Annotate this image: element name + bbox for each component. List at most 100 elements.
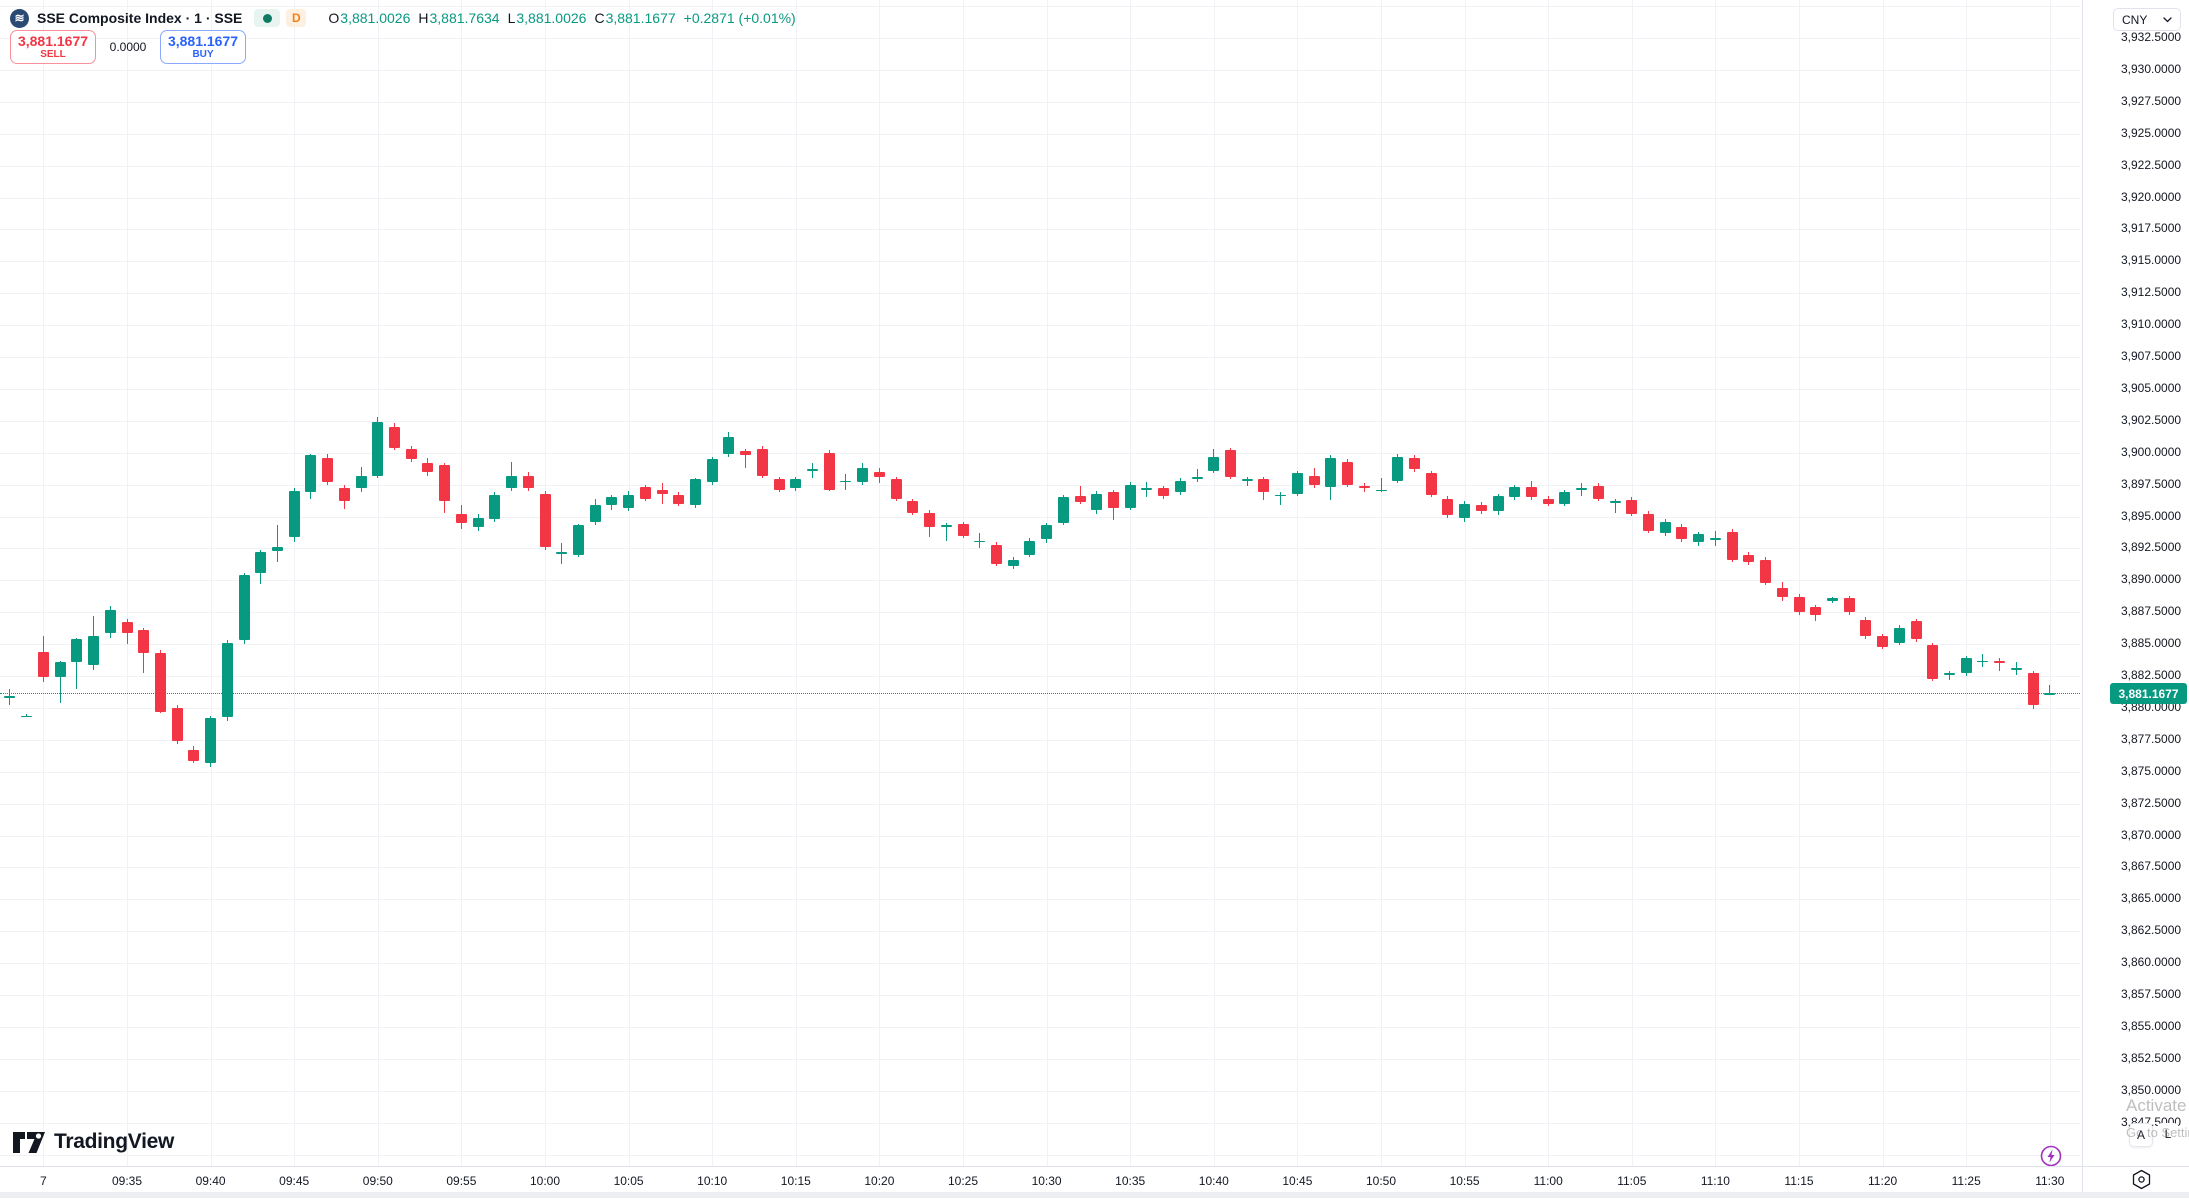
grid-line-horizontal — [0, 804, 2080, 805]
candle-body — [606, 497, 617, 505]
grid-line-vertical — [1047, 0, 1048, 1166]
candle-body — [1041, 525, 1052, 539]
chevron-down-icon — [2163, 17, 2172, 23]
candle-body — [1860, 620, 1871, 637]
grid-line-vertical — [879, 0, 880, 1166]
candle-body — [1024, 541, 1035, 555]
candle-body — [473, 518, 484, 527]
price-axis-label: 3,900.0000 — [2121, 445, 2181, 459]
tradingview-logo-text: TradingView — [54, 1130, 174, 1154]
price-axis-label: 3,860.0000 — [2121, 955, 2181, 969]
grid-line-horizontal — [0, 166, 2080, 167]
grid-line-vertical — [1632, 0, 1633, 1166]
candle-body — [1543, 499, 1554, 504]
grid-line-vertical — [1883, 0, 1884, 1166]
grid-line-horizontal — [0, 772, 2080, 773]
grid-line-horizontal — [0, 867, 2080, 868]
symbol-title[interactable]: SSE Composite Index · 1 · SSE — [37, 10, 242, 26]
candle-body — [222, 643, 233, 717]
close-label: C — [594, 10, 604, 26]
candle-body — [1309, 476, 1320, 485]
candle-body — [1426, 473, 1437, 495]
time-axis-label: 10:00 — [530, 1174, 560, 1188]
candle-body — [556, 552, 567, 554]
candle-body — [874, 472, 885, 477]
candle-body — [188, 750, 199, 761]
sse-logo-icon: ≋ — [10, 9, 29, 28]
time-axis-label: 10:30 — [1032, 1174, 1062, 1188]
spread-value: 0.0000 — [96, 40, 160, 54]
time-axis-label: 11:05 — [1617, 1174, 1646, 1188]
buy-button[interactable]: 3,881.1677 BUY — [160, 30, 246, 64]
candle-body — [339, 488, 350, 501]
grid-line-vertical — [127, 0, 128, 1166]
price-axis-label: 3,872.5000 — [2121, 796, 2181, 810]
time-axis-label: 09:35 — [112, 1174, 142, 1188]
time-axis-label: 09:45 — [279, 1174, 309, 1188]
trade-panel: 3,881.1677 SELL 0.0000 3,881.1677 BUY — [10, 30, 246, 64]
last-price-tag: 3,881.1677 — [2110, 683, 2187, 704]
time-axis-label: 10:55 — [1450, 1174, 1480, 1188]
candle-body — [623, 495, 634, 508]
time-axis-label: 7 — [40, 1174, 47, 1188]
candle-body — [1810, 607, 1821, 615]
grid-line-vertical — [629, 0, 630, 1166]
close-value: 3,881.1677 — [606, 10, 676, 26]
data-mode-badge[interactable]: D — [286, 9, 306, 27]
candle-body — [1258, 479, 1269, 492]
market-status-icon[interactable] — [254, 9, 280, 27]
grid-line-horizontal — [0, 198, 2080, 199]
candle-body — [790, 479, 801, 488]
sell-button[interactable]: 3,881.1677 SELL — [10, 30, 96, 64]
candle-body — [1626, 500, 1637, 514]
tradingview-logo-icon — [12, 1131, 46, 1154]
auto-scale-button[interactable]: A — [2129, 1123, 2153, 1147]
candle-body — [239, 575, 250, 640]
candle-body — [723, 437, 734, 454]
tradingview-logo[interactable]: TradingView — [12, 1130, 174, 1154]
grid-line-horizontal — [0, 1027, 2080, 1028]
candle-body — [1610, 501, 1621, 503]
grid-line-vertical — [1966, 0, 1967, 1166]
candle-body — [1409, 458, 1420, 469]
candle-body — [456, 514, 467, 523]
candle-body — [757, 449, 768, 476]
candle-body — [1008, 560, 1019, 566]
price-axis-label: 3,865.0000 — [2121, 891, 2181, 905]
candle-body — [2028, 673, 2039, 705]
candle-wick — [1247, 477, 1248, 486]
time-axis-label: 11:25 — [1952, 1174, 1981, 1188]
log-scale-button[interactable]: L — [2157, 1123, 2179, 1145]
low-value: 3,881.0026 — [516, 10, 586, 26]
candle-body — [406, 449, 417, 459]
candle-body — [55, 662, 66, 677]
chart-pane[interactable]: TradingView — [0, 0, 2082, 1166]
currency-button[interactable]: CNY — [2113, 8, 2181, 31]
grid-line-horizontal — [0, 899, 2080, 900]
lightning-icon[interactable] — [2040, 1145, 2062, 1166]
candle-body — [1877, 636, 1888, 646]
candle-body — [1509, 487, 1520, 497]
open-value: 3,881.0026 — [340, 10, 410, 26]
candle-body — [673, 495, 684, 504]
sell-label: SELL — [40, 50, 66, 61]
grid-line-vertical — [1381, 0, 1382, 1166]
price-axis-label: 3,902.5000 — [2121, 413, 2181, 427]
time-axis-label: 09:40 — [196, 1174, 226, 1188]
price-axis-label: 3,912.5000 — [2121, 285, 2181, 299]
candle-body — [138, 630, 149, 653]
grid-line-vertical — [1214, 0, 1215, 1166]
grid-line-vertical — [1297, 0, 1298, 1166]
candle-body — [573, 525, 584, 554]
grid-line-vertical — [796, 0, 797, 1166]
grid-line-horizontal — [0, 70, 2080, 71]
candle-body — [1559, 492, 1570, 503]
price-axis-label: 3,907.5000 — [2121, 349, 2181, 363]
candle-body — [272, 547, 283, 551]
high-value: 3,881.7634 — [429, 10, 499, 26]
price-scale-settings-icon[interactable] — [2131, 1169, 2152, 1190]
candle-body — [1242, 479, 1253, 481]
grid-line-vertical — [461, 0, 462, 1166]
